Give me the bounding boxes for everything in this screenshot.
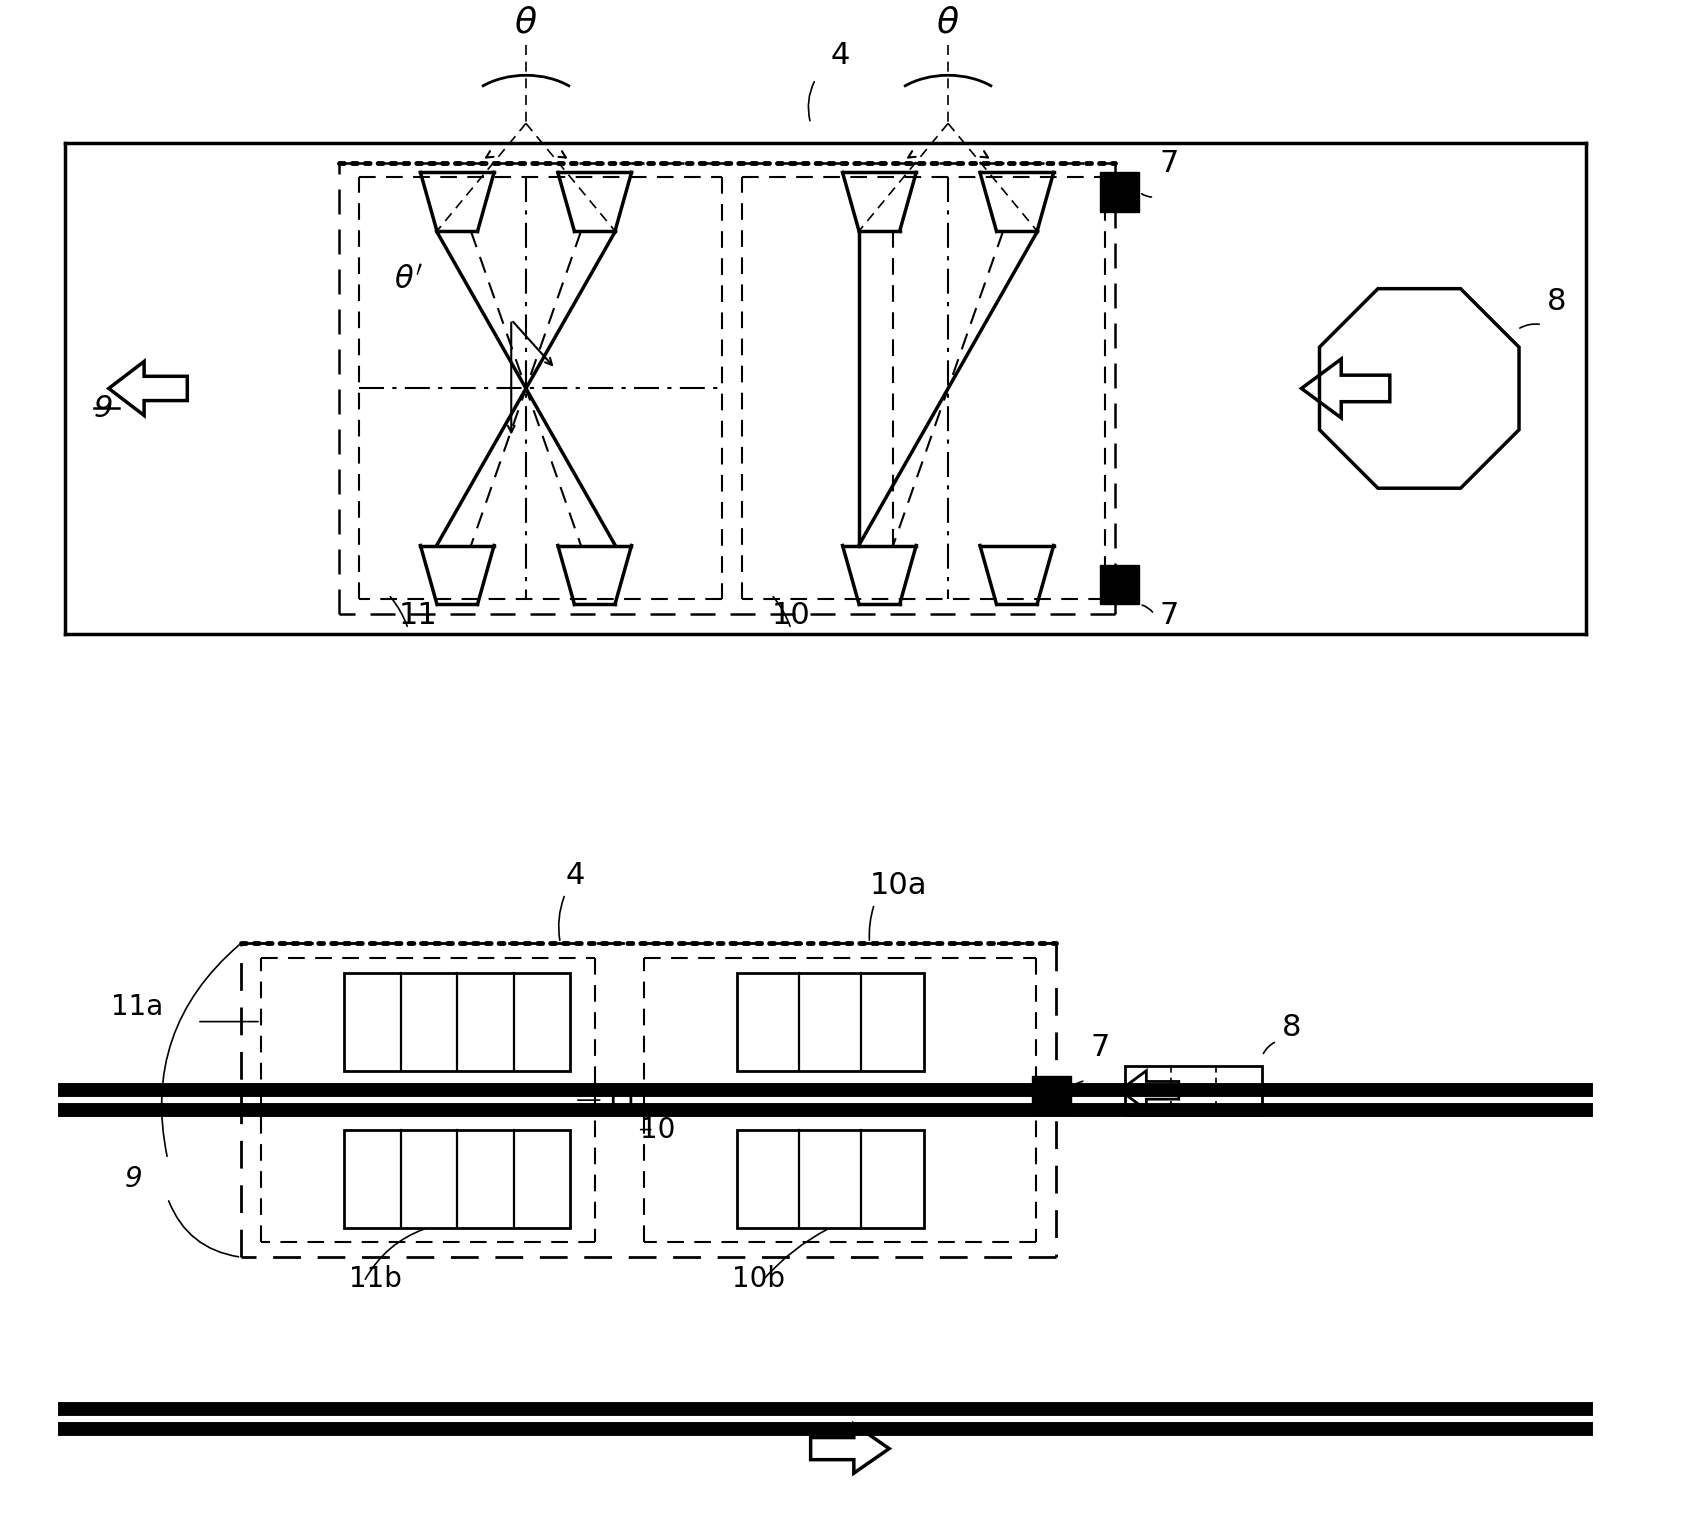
- Bar: [1100, 172, 1138, 212]
- Text: 7: 7: [1159, 601, 1177, 630]
- Bar: [736, 1129, 922, 1228]
- Text: $\theta$: $\theta$: [936, 6, 959, 40]
- Text: 10: 10: [770, 601, 809, 630]
- Text: 11: 11: [399, 601, 437, 630]
- Text: 7: 7: [1089, 1033, 1110, 1062]
- Bar: [1100, 565, 1138, 604]
- Bar: [345, 1129, 569, 1228]
- Text: 7: 7: [1159, 150, 1177, 179]
- Text: 8: 8: [1545, 287, 1566, 316]
- Bar: [1125, 1065, 1262, 1116]
- Text: $\theta'$: $\theta'$: [394, 266, 422, 295]
- Text: 4: 4: [829, 41, 850, 70]
- Text: $\theta$: $\theta$: [513, 6, 537, 40]
- Text: 4: 4: [564, 861, 584, 890]
- Text: 11a: 11a: [110, 993, 162, 1021]
- Text: 10: 10: [640, 1116, 676, 1143]
- Bar: [345, 972, 569, 1071]
- Text: 8: 8: [1280, 1013, 1301, 1042]
- Bar: [736, 972, 922, 1071]
- Bar: [1030, 1076, 1071, 1116]
- Text: 11: 11: [605, 1087, 640, 1114]
- Text: 9: 9: [125, 1164, 142, 1193]
- Text: 11b: 11b: [350, 1265, 402, 1293]
- Text: 9: 9: [95, 394, 113, 423]
- Text: 10a: 10a: [870, 871, 927, 900]
- Text: 10b: 10b: [731, 1265, 785, 1293]
